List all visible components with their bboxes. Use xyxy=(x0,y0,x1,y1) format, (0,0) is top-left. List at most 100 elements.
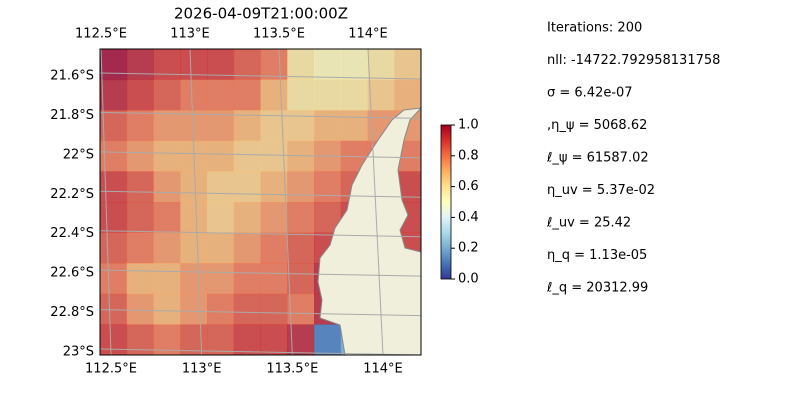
stat-text: σ = 6.42e-07 xyxy=(547,86,633,101)
heat-cell xyxy=(207,171,235,203)
heat-cell xyxy=(287,49,315,81)
heat-cell xyxy=(207,110,235,142)
heat-cell xyxy=(233,263,261,295)
heat-cell xyxy=(180,263,208,295)
heat-cell xyxy=(126,324,154,355)
heat-cell xyxy=(207,140,235,172)
heat-cell xyxy=(126,140,154,172)
heat-cell xyxy=(180,110,208,142)
y-tick-label: 23°S xyxy=(63,344,94,359)
colorbar-tick-label: 1.0 xyxy=(458,118,479,133)
heat-cell xyxy=(233,293,261,325)
stat-text: ℓ_q = 20312.99 xyxy=(546,281,648,296)
heat-cell xyxy=(314,171,342,203)
heat-cell xyxy=(287,171,315,203)
graticule xyxy=(100,49,421,355)
heat-cell xyxy=(180,232,208,264)
heat-cell xyxy=(207,293,235,325)
heat-cell xyxy=(100,324,128,355)
y-tick-label: 22.2°S xyxy=(50,187,94,202)
heat-cell xyxy=(314,49,342,81)
stat-text: ℓ_uv = 25.42 xyxy=(546,216,631,231)
heat-cell xyxy=(260,171,288,203)
heat-cell xyxy=(100,110,128,142)
grid-line xyxy=(100,111,421,119)
heat-cell xyxy=(314,110,342,142)
x-tick-label: 113.5°E xyxy=(253,27,305,42)
y-tick-label: 22.6°S xyxy=(50,266,94,281)
x-tick-label: 112.5°E xyxy=(75,27,127,42)
heat-cell xyxy=(126,293,154,325)
heat-cell xyxy=(126,49,154,81)
heat-cell xyxy=(367,49,395,81)
heat-cell xyxy=(287,232,315,264)
heat-cell xyxy=(260,232,288,264)
heat-cell xyxy=(180,202,208,234)
heat-cell xyxy=(340,79,368,111)
heat-cell xyxy=(207,232,235,264)
y-tick-label: 22.8°S xyxy=(50,305,94,320)
heat-cell xyxy=(287,110,315,142)
heat-cell xyxy=(153,171,181,203)
heat-cell xyxy=(260,263,288,295)
grid-line xyxy=(100,309,421,317)
heat-cell xyxy=(126,79,154,111)
y-tick-label: 21.6°S xyxy=(50,69,94,84)
x-tick-label: 114°E xyxy=(348,27,388,42)
heat-cell xyxy=(153,49,181,81)
heat-cell xyxy=(233,140,261,172)
heat-cell xyxy=(180,293,208,325)
heat-cell xyxy=(153,110,181,142)
colorbar-tick-label: 0.0 xyxy=(458,272,479,287)
heat-cell xyxy=(153,263,181,295)
heat-cell xyxy=(126,171,154,203)
map-frame xyxy=(99,48,422,356)
stat-text: ℓ_ψ = 61587.02 xyxy=(546,151,649,166)
heat-cell xyxy=(287,140,315,172)
heat-cell xyxy=(153,293,181,325)
heat-cell xyxy=(340,49,368,81)
heat-cell xyxy=(207,324,235,355)
heat-cell xyxy=(100,202,128,234)
heat-cell xyxy=(314,79,342,111)
y-tick-label: 21.8°S xyxy=(50,108,94,123)
heat-cell xyxy=(233,232,261,264)
colorbar-tick-label: 0.6 xyxy=(458,179,479,194)
heat-cell xyxy=(233,202,261,234)
heat-cell xyxy=(287,263,315,295)
heat-cell xyxy=(287,202,315,234)
chart-title: 2026-04-09T21:00:00Z xyxy=(174,5,348,23)
heat-cell xyxy=(367,79,395,111)
heat-cell xyxy=(260,293,288,325)
heat-cell xyxy=(394,79,421,111)
heat-cell xyxy=(153,202,181,234)
x-tick-label: 113°E xyxy=(170,27,210,42)
x-tick-label: 114°E xyxy=(363,362,403,377)
heat-cell xyxy=(126,232,154,264)
heat-cell xyxy=(180,324,208,355)
grid-line xyxy=(100,151,421,159)
heat-cell xyxy=(153,232,181,264)
stat-text: ,η_ψ = 5068.62 xyxy=(547,118,647,133)
heat-cell xyxy=(394,49,421,81)
grid-line xyxy=(367,49,384,355)
heat-cell xyxy=(207,202,235,234)
heat-cell xyxy=(180,49,208,81)
grid-line xyxy=(278,49,293,355)
stat-text: η_q = 1.13e-05 xyxy=(547,248,647,263)
heat-cell xyxy=(100,171,128,203)
grid-line xyxy=(189,49,203,355)
y-tick-label: 22.4°S xyxy=(50,226,94,241)
heat-cell xyxy=(100,263,128,295)
colorbar-tick-label: 0.2 xyxy=(458,241,479,256)
heat-cell xyxy=(126,202,154,234)
heat-cell xyxy=(233,171,261,203)
stat-text: Iterations: 200 xyxy=(547,21,642,36)
heat-cell xyxy=(314,324,342,355)
x-tick-label: 113°E xyxy=(182,362,222,377)
heat-cell xyxy=(233,79,261,111)
heat-cell xyxy=(126,110,154,142)
stat-text: η_uv = 5.37e-02 xyxy=(547,183,655,198)
colorbar-tick-label: 0.8 xyxy=(458,148,479,163)
